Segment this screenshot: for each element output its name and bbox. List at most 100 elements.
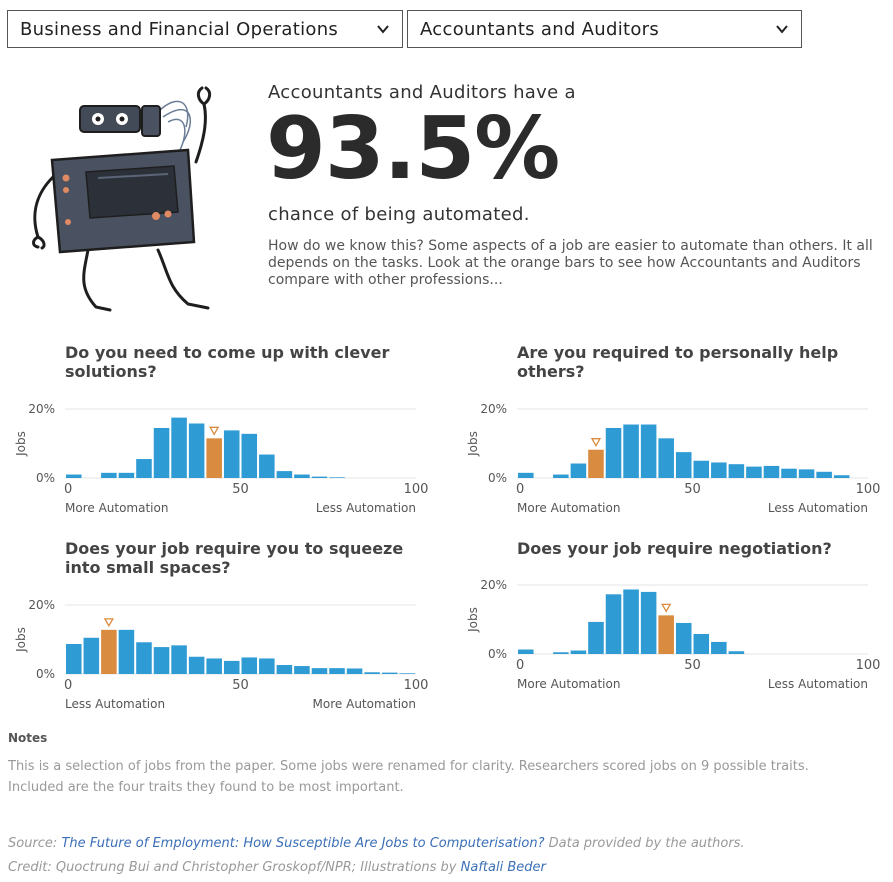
bar <box>259 658 275 674</box>
source-link[interactable]: The Future of Employment: How Susceptibl… <box>61 836 545 851</box>
x-tick-label: 0 <box>516 658 524 673</box>
bar <box>518 649 534 654</box>
bar <box>118 472 135 478</box>
automation-percent: 93.5% <box>266 99 560 199</box>
bar <box>136 642 152 674</box>
highlight-bar <box>658 615 674 654</box>
bar <box>833 475 850 478</box>
bar <box>329 477 345 478</box>
bar <box>553 474 569 478</box>
bar <box>241 657 258 674</box>
x-tick-label: 0 <box>64 678 72 693</box>
bar <box>658 438 674 478</box>
bar <box>153 647 170 674</box>
highlight-marker-icon <box>661 603 672 613</box>
bar <box>623 424 639 478</box>
chart-title: Do you need to come up with clever solut… <box>65 343 390 381</box>
bar <box>223 430 240 478</box>
bar <box>171 417 187 478</box>
bar <box>570 650 587 654</box>
highlight-bar <box>588 449 604 478</box>
occupation-dropdown[interactable]: Accountants and Auditors <box>407 10 802 48</box>
bar <box>294 474 310 478</box>
bar <box>118 629 135 674</box>
x-tick-label: 50 <box>232 482 249 497</box>
histogram-chart: 20% 0% Jobs 0 50 100 More Automation Less Autom… <box>14 402 428 515</box>
category-dropdown-label: Business and Financial Operations <box>20 18 339 40</box>
bar <box>241 433 258 478</box>
bar <box>640 424 657 478</box>
x-tick-label: 50 <box>232 678 249 693</box>
x-tick-label: 100 <box>404 678 429 693</box>
illustrator-link[interactable]: Naftali Beder <box>460 860 546 875</box>
bar <box>711 462 727 478</box>
bar <box>640 591 657 654</box>
x-right-label: More Automation <box>313 697 416 711</box>
bar <box>728 651 745 654</box>
highlight-bar <box>101 629 117 674</box>
bar <box>223 660 240 674</box>
highlight-marker-icon <box>103 618 114 628</box>
notes-text: This is a selection of jobs from the pap… <box>8 759 809 795</box>
robot-illustration <box>32 86 212 312</box>
bar <box>153 427 170 478</box>
highlight-bar <box>206 438 222 478</box>
credit-text: Credit: Quoctrung Bui and Christopher Gr… <box>8 860 457 875</box>
bar <box>605 594 622 654</box>
y-tick-label: 0% <box>488 471 507 485</box>
source-note: Data provided by the authors. <box>548 836 745 851</box>
bar <box>711 641 727 654</box>
bar <box>171 645 187 674</box>
bar <box>693 633 710 654</box>
y-tick-label: 0% <box>36 667 55 681</box>
notes-heading: Notes <box>8 731 48 745</box>
y-axis-label: Jobs <box>14 431 28 457</box>
hero-tail: chance of being automated. <box>268 204 530 225</box>
bar <box>329 668 345 674</box>
bar <box>188 423 205 478</box>
bar <box>570 463 587 478</box>
histogram-chart: 20% 0% Jobs 0 50 100 More Automation Less Autom… <box>466 402 881 515</box>
bar <box>781 468 797 478</box>
x-tick-label: 50 <box>684 658 701 673</box>
bar <box>346 668 363 674</box>
x-right-label: Less Automation <box>768 677 868 691</box>
y-tick-label: 0% <box>36 471 55 485</box>
bar <box>381 672 398 674</box>
y-axis-label: Jobs <box>466 607 480 633</box>
hero-description: How do we know this? Some aspects of a j… <box>268 238 873 288</box>
bar <box>675 622 692 654</box>
x-left-label: More Automation <box>517 677 620 691</box>
bar <box>746 466 762 478</box>
bar <box>798 469 815 478</box>
x-left-label: Less Automation <box>65 697 165 711</box>
bar <box>816 471 832 478</box>
bar <box>188 656 205 674</box>
source-label: Source: <box>8 836 58 851</box>
y-tick-label: 20% <box>480 578 507 592</box>
y-tick-label: 20% <box>480 402 507 416</box>
bar <box>311 668 328 674</box>
category-dropdown[interactable]: Business and Financial Operations <box>7 10 403 48</box>
bar <box>553 652 569 654</box>
y-tick-label: 20% <box>28 402 55 416</box>
bar <box>763 465 780 478</box>
chevron-down-icon <box>776 25 788 34</box>
y-tick-label: 0% <box>488 647 507 661</box>
x-left-label: More Automation <box>517 501 620 515</box>
bar <box>728 464 745 478</box>
bar <box>276 665 293 674</box>
bar <box>276 471 293 478</box>
credit-line: Credit: Quoctrung Bui and Christopher Gr… <box>8 860 546 875</box>
x-right-label: Less Automation <box>768 501 868 515</box>
highlight-marker-icon <box>590 438 602 448</box>
bar <box>206 658 222 674</box>
bar <box>83 637 100 674</box>
bar <box>675 452 692 478</box>
hero-lead: Accountants and Auditors have a <box>268 82 576 103</box>
x-tick-label: 100 <box>856 482 881 497</box>
bar <box>623 589 639 654</box>
occupation-dropdown-label: Accountants and Auditors <box>420 18 660 40</box>
bar <box>693 460 710 478</box>
x-tick-label: 0 <box>516 482 524 497</box>
